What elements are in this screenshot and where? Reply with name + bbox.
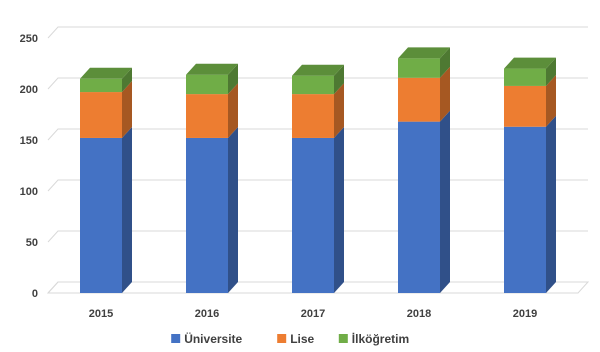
bar-segment-2019-1 bbox=[504, 115, 556, 294]
bar-front bbox=[186, 137, 228, 293]
bar-stack-2018 bbox=[398, 47, 450, 293]
x-tick-label: 2015 bbox=[89, 308, 113, 320]
bar-side bbox=[122, 126, 132, 294]
bar-side bbox=[228, 83, 238, 138]
bar-side bbox=[228, 126, 238, 294]
bar-front bbox=[292, 94, 334, 138]
bar-stack-2017 bbox=[292, 64, 344, 294]
x-tick-label: 2019 bbox=[513, 308, 537, 320]
bar-segment-2018-1 bbox=[398, 110, 450, 293]
bar-front bbox=[504, 126, 546, 294]
bar-segment-2017-2 bbox=[292, 83, 344, 138]
bar-segment-2016-1 bbox=[186, 126, 238, 294]
bar-front bbox=[292, 75, 334, 95]
gridline bbox=[47, 26, 588, 39]
bar-side bbox=[334, 83, 344, 138]
bar-segment-2018-3 bbox=[398, 47, 450, 78]
y-tick-label: 100 bbox=[20, 186, 38, 198]
bar-stack-2015 bbox=[80, 67, 132, 294]
bar-side bbox=[546, 57, 556, 86]
x-axis-tick-labels: 2015 2016 2017 2018 2019 bbox=[89, 308, 537, 320]
legend-label: İlköğretim bbox=[352, 331, 409, 346]
bar-segment-2018-2 bbox=[398, 66, 450, 122]
y-tick-label: 150 bbox=[20, 135, 38, 147]
bar-top bbox=[186, 63, 238, 75]
bar-side bbox=[440, 110, 450, 293]
bar-stack-2019 bbox=[504, 57, 556, 294]
bar-front bbox=[504, 85, 546, 127]
legend-item: İlköğretim bbox=[338, 331, 409, 346]
bar-front bbox=[80, 92, 122, 138]
bar-front bbox=[80, 137, 122, 293]
bar-segment-2017-3 bbox=[292, 64, 344, 95]
bar-side bbox=[122, 81, 132, 138]
bar-side bbox=[122, 67, 132, 93]
bar-side bbox=[228, 63, 238, 95]
bar-stack-2016 bbox=[186, 63, 238, 294]
y-tick-label: 50 bbox=[26, 237, 38, 249]
bar-side bbox=[440, 47, 450, 78]
bar-front bbox=[186, 74, 228, 95]
x-tick-label: 2018 bbox=[407, 308, 431, 320]
bar-segment-2015-1 bbox=[80, 126, 132, 294]
bar-top bbox=[504, 57, 556, 69]
bar-front bbox=[504, 68, 546, 86]
bar-front bbox=[80, 78, 122, 93]
bar-side bbox=[334, 64, 344, 95]
bar-front bbox=[186, 94, 228, 138]
bar-top bbox=[292, 64, 344, 76]
legend-item: Lise bbox=[277, 332, 315, 346]
bar-front bbox=[398, 58, 440, 78]
x-tick-label: 2017 bbox=[301, 308, 325, 320]
legend-item: Üniversite bbox=[171, 331, 243, 346]
bar-segment-2016-2 bbox=[186, 83, 238, 138]
bar-front bbox=[398, 77, 440, 122]
bar-side bbox=[440, 66, 450, 122]
y-tick-label: 250 bbox=[20, 33, 38, 45]
bar-top bbox=[80, 67, 132, 79]
bar-top bbox=[398, 47, 450, 59]
bar-segment-2015-3 bbox=[80, 67, 132, 93]
bar-segment-2016-3 bbox=[186, 63, 238, 95]
legend-swatch bbox=[338, 334, 348, 343]
bar-side bbox=[546, 115, 556, 294]
y-tick-label: 200 bbox=[20, 84, 38, 96]
legend: Üniversite Lise İlköğretim bbox=[171, 331, 409, 346]
bar-side bbox=[334, 126, 344, 294]
y-tick-label: 0 bbox=[32, 288, 38, 300]
bar-front bbox=[398, 121, 440, 293]
legend-swatch bbox=[171, 334, 181, 343]
bar-segment-2017-1 bbox=[292, 126, 344, 294]
legend-swatch bbox=[277, 334, 287, 343]
bars bbox=[80, 47, 556, 294]
bar-segment-2015-2 bbox=[80, 81, 132, 138]
bar-side bbox=[546, 74, 556, 127]
bar-segment-2019-2 bbox=[504, 74, 556, 127]
x-tick-label: 2016 bbox=[195, 308, 219, 320]
bar-front bbox=[292, 137, 334, 293]
legend-label: Lise bbox=[290, 332, 314, 346]
bar-segment-2019-3 bbox=[504, 57, 556, 86]
y-axis-tick-labels: 0 50 100 150 200 250 bbox=[20, 33, 38, 300]
legend-label: Üniversite bbox=[184, 331, 242, 346]
